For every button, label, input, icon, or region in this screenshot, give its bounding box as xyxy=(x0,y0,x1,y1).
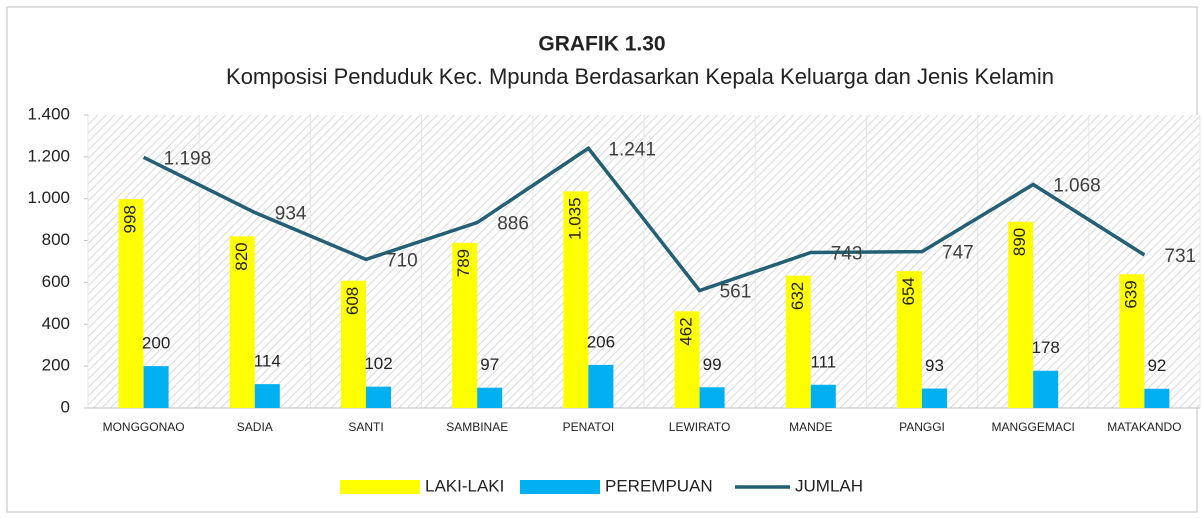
x-tick-label: SADIA xyxy=(237,420,273,434)
bar-value-label: 178 xyxy=(1032,338,1060,357)
x-tick-label: MANDE xyxy=(789,420,832,434)
bar xyxy=(699,387,725,408)
line-value-label: 743 xyxy=(831,244,863,265)
bar-value-label: 111 xyxy=(810,352,836,371)
bar-value-label: 92 xyxy=(1147,356,1166,375)
bar xyxy=(674,311,700,408)
bar xyxy=(785,275,811,408)
bar xyxy=(452,242,478,408)
line-value-label: 1.198 xyxy=(164,148,212,169)
bar-value-label: 654 xyxy=(899,277,918,305)
bar-value-label: 93 xyxy=(925,356,944,375)
bar xyxy=(477,387,503,408)
bar xyxy=(897,271,922,408)
y-tick-label: 400 xyxy=(42,314,70,333)
bar-value-label: 114 xyxy=(254,352,281,371)
bar xyxy=(1119,274,1145,408)
legend-label: PEREMPUAN xyxy=(605,476,713,495)
line-value-label: 1.068 xyxy=(1053,175,1101,196)
bar-value-label: 97 xyxy=(480,355,499,374)
line-value-label: 710 xyxy=(386,250,418,271)
x-tick-label: MONGGONAO xyxy=(103,420,185,434)
bar-value-label: 789 xyxy=(454,249,473,277)
bar xyxy=(366,386,391,408)
x-tick-label: LEWIRATO xyxy=(669,420,731,434)
bar xyxy=(588,364,614,408)
bar-value-label: 99 xyxy=(703,355,722,374)
line-value-label: 934 xyxy=(275,204,307,225)
bar-value-label: 200 xyxy=(142,334,170,353)
bar xyxy=(922,388,947,408)
line-value-label: 731 xyxy=(1164,246,1196,267)
y-tick-label: 1.000 xyxy=(27,188,70,207)
bar-value-label: 1.035 xyxy=(565,197,584,240)
chart-title: GRAFIK 1.30 xyxy=(538,33,665,56)
y-tick-label: 800 xyxy=(42,230,70,249)
line xyxy=(142,145,1146,293)
bar-value-label: 890 xyxy=(1010,228,1029,256)
legend-swatch xyxy=(340,480,420,494)
x-tick-label: SAMBINAE xyxy=(446,420,508,434)
bar xyxy=(341,280,366,408)
line-value-label: 1.241 xyxy=(608,139,656,160)
bar-value-label: 462 xyxy=(677,317,696,345)
bar-value-label: 206 xyxy=(587,332,615,351)
x-tick-label: PENATOI xyxy=(563,420,615,434)
line-value-label: 886 xyxy=(497,214,529,235)
legend-label: JUMLAH xyxy=(795,476,863,495)
bar xyxy=(1033,370,1059,408)
bar-value-label: 820 xyxy=(232,242,251,270)
x-tick-label: PANGGI xyxy=(899,420,945,434)
line-value-label: 747 xyxy=(942,243,974,264)
y-tick-label: 1.400 xyxy=(27,104,70,123)
line-value-label: 561 xyxy=(720,282,752,303)
bar xyxy=(254,384,280,408)
bar xyxy=(1144,388,1170,408)
legend-swatch xyxy=(520,480,600,494)
bar-value-label: 998 xyxy=(121,205,140,233)
bar xyxy=(563,191,589,408)
y-tick-label: 1.200 xyxy=(27,146,70,165)
y-tick-label: 0 xyxy=(61,397,70,416)
x-tick-label: MANGGEMACI xyxy=(992,420,1075,434)
bar-value-label: 639 xyxy=(1121,280,1140,308)
bar xyxy=(1008,221,1034,408)
y-tick-label: 200 xyxy=(42,356,70,375)
bar-value-label: 632 xyxy=(788,282,807,310)
legend-label: LAKI-LAKI xyxy=(425,476,504,495)
x-tick-label: SANTI xyxy=(348,420,383,434)
bar xyxy=(118,199,144,408)
bar xyxy=(229,236,255,408)
bar xyxy=(143,366,169,408)
y-tick-label: 600 xyxy=(42,272,70,291)
chart-subtitle: Komposisi Penduduk Kec. Mpunda Berdasark… xyxy=(226,64,1054,89)
bar-value-label: 102 xyxy=(364,354,392,373)
bar-value-label: 608 xyxy=(343,287,362,315)
x-tick-label: MATAKANDO xyxy=(1107,420,1181,434)
bar xyxy=(810,384,836,408)
